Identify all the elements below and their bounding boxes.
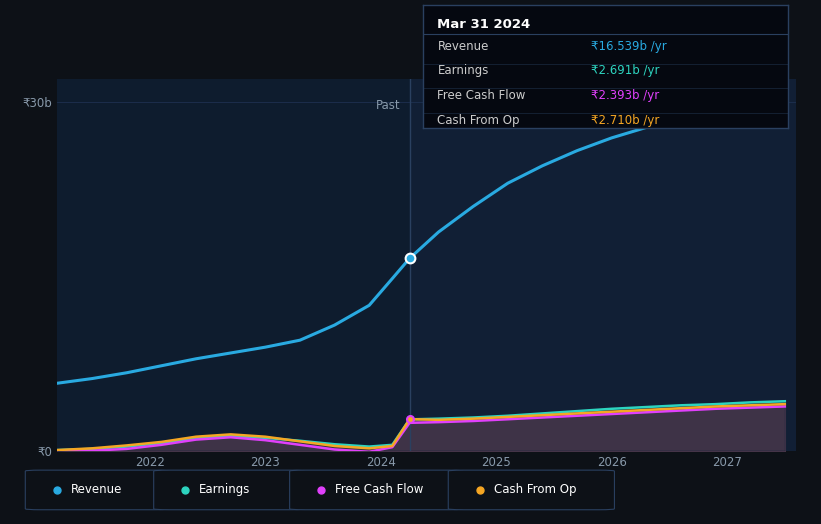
Text: Cash From Op: Cash From Op [493,484,576,496]
Text: Earnings: Earnings [438,64,488,78]
Text: ₹16.539b /yr: ₹16.539b /yr [591,40,667,53]
Text: Past: Past [376,99,401,112]
Text: Mar 31 2024: Mar 31 2024 [438,17,530,30]
Text: Earnings: Earnings [199,484,250,496]
Text: Cash From Op: Cash From Op [438,114,520,127]
FancyBboxPatch shape [25,470,169,510]
Text: ₹2.691b /yr: ₹2.691b /yr [591,64,659,78]
Bar [410,79,796,451]
Text: ₹2.393b /yr: ₹2.393b /yr [591,89,659,102]
Text: ₹2.710b /yr: ₹2.710b /yr [591,114,659,127]
Text: Free Cash Flow: Free Cash Flow [335,484,424,496]
Text: Revenue: Revenue [71,484,122,496]
FancyBboxPatch shape [448,470,614,510]
Bar [57,79,410,451]
Text: Free Cash Flow: Free Cash Flow [438,89,525,102]
Text: Revenue: Revenue [438,40,488,53]
FancyBboxPatch shape [290,470,463,510]
Text: Analysts Forecasts: Analysts Forecasts [424,99,534,112]
FancyBboxPatch shape [154,470,305,510]
